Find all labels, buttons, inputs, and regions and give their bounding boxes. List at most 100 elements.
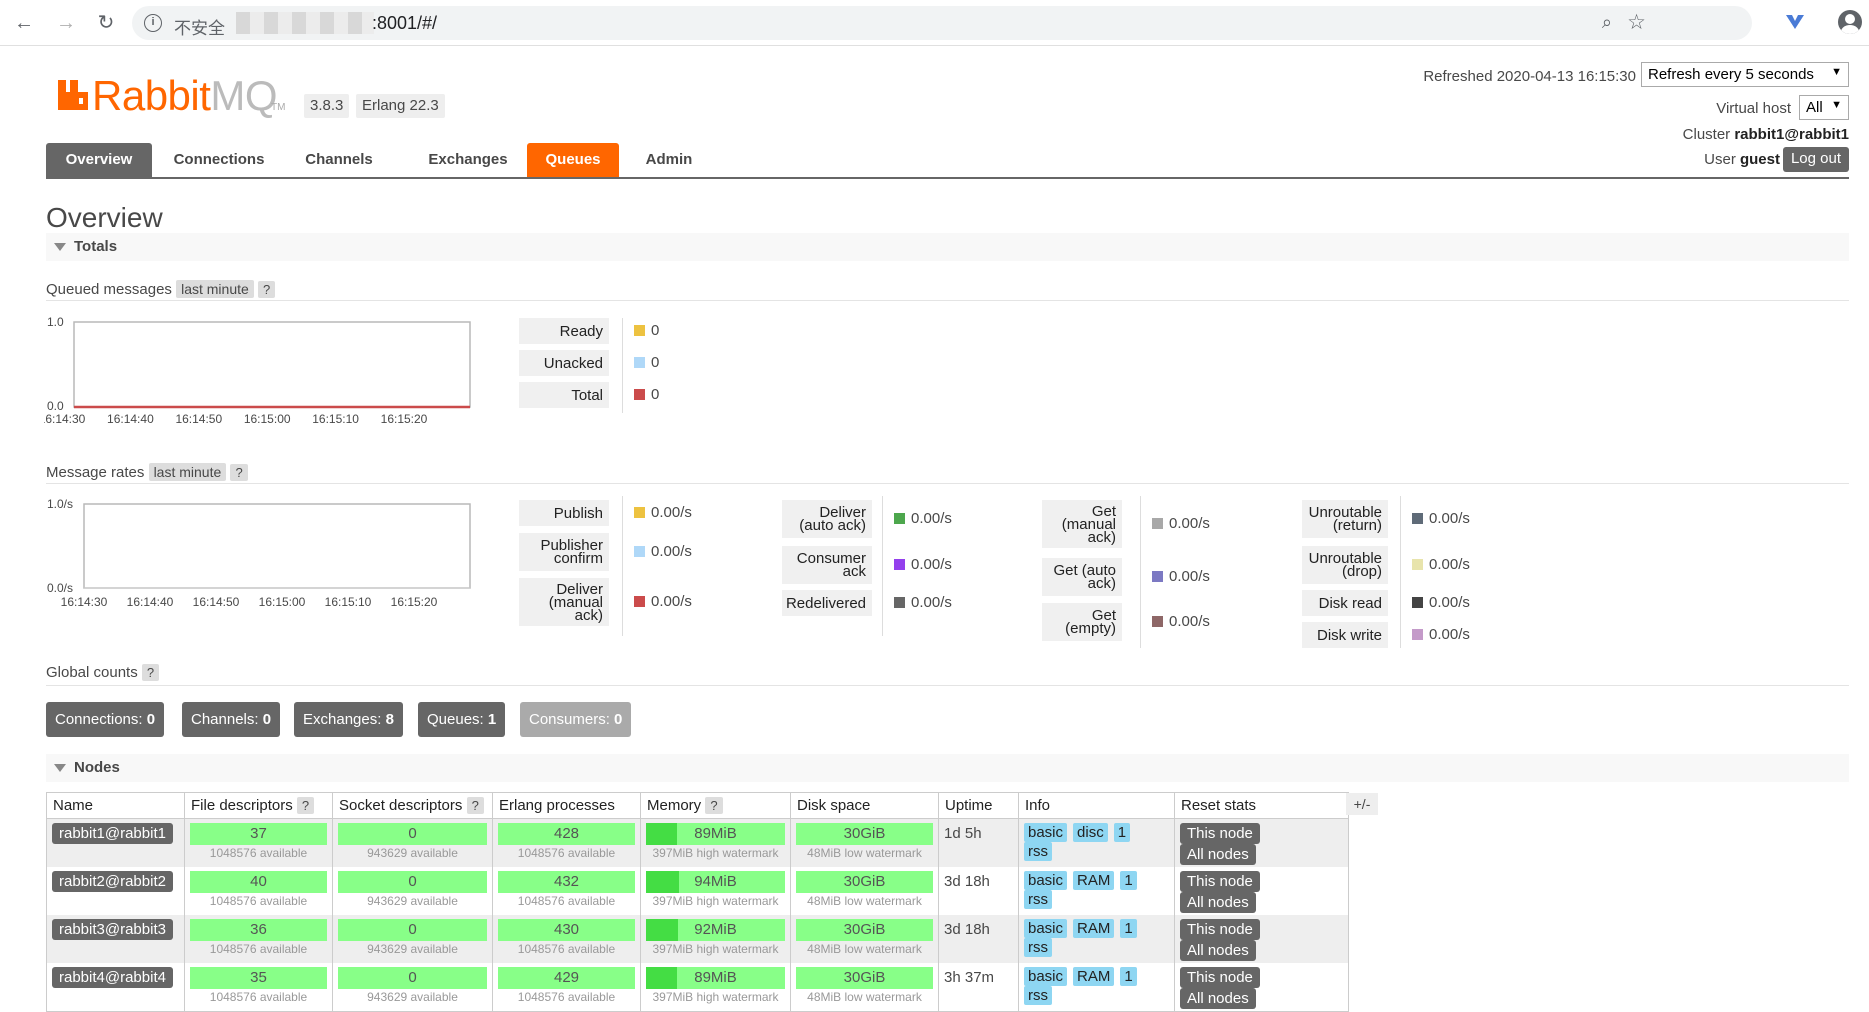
info-tag-ram[interactable]: RAM: [1073, 919, 1115, 938]
legend-value: 0.00/s: [911, 556, 952, 573]
back-arrow-icon[interactable]: ←: [14, 12, 34, 34]
memory-bar: 92MiB: [646, 919, 785, 941]
nodes-section-toggle[interactable]: Nodes: [46, 754, 1849, 782]
count-channels-button[interactable]: Channels: 0: [182, 702, 281, 737]
tab-channels[interactable]: Channels: [305, 151, 373, 168]
queued-period-button[interactable]: last minute: [176, 280, 254, 298]
memory-cell: 94MiB 397MiB high watermark: [640, 867, 791, 915]
file-descriptors-bar: 37: [190, 823, 327, 845]
x-axis-tick-label: 16:14:30: [44, 412, 86, 426]
legend-label: Unroutable (drop): [1302, 546, 1388, 584]
info-tag-basic[interactable]: basic: [1024, 823, 1068, 842]
info-tag-rss[interactable]: rss: [1024, 890, 1052, 909]
reset-all-nodes-button[interactable]: All nodes: [1180, 940, 1256, 961]
vhost-select[interactable]: All ▼: [1799, 95, 1849, 120]
global-help-button[interactable]: ?: [141, 664, 160, 681]
info-tag-ram[interactable]: RAM: [1073, 871, 1115, 890]
socket-descriptors-cell: 0 943629 available: [332, 818, 493, 867]
reset-all-nodes-button[interactable]: All nodes: [1180, 844, 1256, 865]
legend-separator: [622, 318, 623, 413]
tab-exchanges[interactable]: Exchanges: [428, 151, 508, 168]
divider: [46, 483, 1849, 484]
info-tag-rss[interactable]: rss: [1024, 938, 1052, 957]
file-descriptors-sub: 1048576 available: [209, 990, 308, 1004]
url-text[interactable]: :8001/#/: [372, 13, 438, 33]
erlang-processes-cell: 430 1048576 available: [492, 915, 641, 963]
count-queues-button[interactable]: Queues: 1: [418, 702, 506, 737]
count-exchanges-button[interactable]: Exchanges: 8: [294, 702, 403, 737]
memory-fill: [646, 919, 678, 941]
tab-queues[interactable]: Queues: [527, 143, 619, 177]
col-header-memory: Memory ?: [640, 792, 791, 819]
extension-icon[interactable]: [1784, 11, 1806, 33]
y-axis-top-label: 1.0: [47, 315, 64, 329]
count-consumers-button[interactable]: Consumers: 0: [520, 702, 632, 737]
memory-value: 89MiB: [694, 825, 737, 842]
legend-value: 0.00/s: [911, 510, 952, 527]
erlang-processes-value: 430: [553, 921, 580, 938]
node-name-cell: rabbit1@rabbit1: [46, 818, 185, 867]
address-bar[interactable]: i 不安全 :8001/#/ ⌕ ☆: [132, 6, 1752, 40]
disk-space-cell: 30GiB 48MiB low watermark: [790, 818, 939, 867]
x-axis-tick-label: 16:15:00: [244, 412, 291, 426]
divider: [46, 300, 1849, 301]
info-tag-1[interactable]: 1: [1113, 823, 1131, 842]
help-button[interactable]: ?: [466, 797, 484, 814]
info-tag-ram[interactable]: RAM: [1073, 967, 1115, 986]
node-name-button[interactable]: rabbit3@rabbit3: [52, 919, 173, 940]
info-tag-basic[interactable]: basic: [1024, 967, 1068, 986]
info-tag-disc[interactable]: disc: [1073, 823, 1108, 842]
reset-this-node-button[interactable]: This node: [1180, 967, 1260, 988]
queued-messages-heading: Queued messages last minute ?: [46, 280, 276, 298]
file-descriptors-cell: 37 1048576 available: [184, 818, 333, 867]
count-connections-button[interactable]: Connections: 0: [46, 702, 165, 737]
logout-button[interactable]: Log out: [1782, 147, 1849, 172]
columns-toggle-button[interactable]: +/-: [1346, 793, 1378, 815]
node-name-button[interactable]: rabbit1@rabbit1: [52, 823, 173, 844]
bookmark-star-icon[interactable]: ☆: [1627, 11, 1646, 34]
zoom-icon[interactable]: ⌕: [1601, 12, 1612, 32]
legend-swatch: [1412, 597, 1423, 608]
help-button[interactable]: ?: [296, 797, 315, 814]
reset-all-nodes-button[interactable]: All nodes: [1180, 988, 1256, 1009]
reset-this-node-button[interactable]: This node: [1180, 919, 1260, 940]
legend-swatch: [1412, 629, 1423, 640]
info-icon[interactable]: i: [144, 14, 162, 32]
node-name-button[interactable]: rabbit2@rabbit2: [52, 871, 173, 892]
erlang-processes-value: 429: [553, 969, 580, 986]
info-tag-1[interactable]: 1: [1120, 871, 1137, 890]
info-tag-basic[interactable]: basic: [1024, 919, 1068, 938]
reload-icon[interactable]: ↻: [97, 12, 115, 34]
info-tag-rss[interactable]: rss: [1024, 842, 1052, 861]
dropdown-caret-icon: ▼: [1831, 66, 1842, 78]
help-button[interactable]: ?: [705, 797, 723, 814]
reset-this-node-button[interactable]: This node: [1180, 823, 1260, 844]
refresh-interval-select[interactable]: Refresh every 5 seconds ▼: [1641, 62, 1849, 87]
tab-overview[interactable]: Overview: [46, 143, 152, 177]
info-tag-basic[interactable]: basic: [1024, 871, 1068, 890]
user-label: User: [1704, 151, 1736, 168]
node-name-button[interactable]: rabbit4@rabbit4: [52, 967, 173, 988]
rates-help-button[interactable]: ?: [230, 464, 248, 481]
info-tag-1[interactable]: 1: [1120, 967, 1137, 986]
erlang-processes-bar: 430: [498, 919, 635, 941]
collapse-triangle-icon: [54, 764, 66, 772]
tab-admin[interactable]: Admin: [645, 151, 693, 168]
tab-connections[interactable]: Connections: [173, 151, 265, 168]
erlang-processes-value: 432: [553, 873, 580, 890]
count-value: 1: [487, 711, 497, 728]
forward-arrow-icon[interactable]: →: [56, 12, 76, 34]
queued-help-button[interactable]: ?: [257, 281, 276, 298]
legend-swatch: [1152, 518, 1163, 529]
info-tag-rss[interactable]: rss: [1024, 986, 1052, 1005]
totals-section-toggle[interactable]: Totals: [46, 233, 1849, 261]
profile-avatar-icon[interactable]: [1838, 10, 1862, 34]
legend-swatch: [1412, 559, 1423, 570]
erlang-processes-bar: 428: [498, 823, 635, 845]
reset-all-nodes-button[interactable]: All nodes: [1180, 892, 1256, 913]
disk-space-cell: 30GiB 48MiB low watermark: [790, 963, 939, 1012]
info-cell: basic RAM 1 rss: [1018, 963, 1175, 1012]
info-tag-1[interactable]: 1: [1120, 919, 1137, 938]
reset-this-node-button[interactable]: This node: [1180, 871, 1260, 892]
rates-period-button[interactable]: last minute: [148, 463, 227, 481]
